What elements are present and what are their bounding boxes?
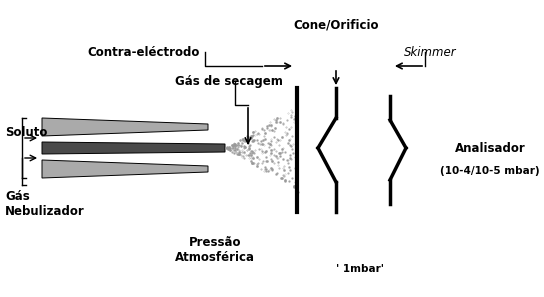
Text: Soluto: Soluto — [5, 126, 47, 138]
Polygon shape — [42, 160, 208, 178]
Text: Pressão
Atmosférica: Pressão Atmosférica — [175, 236, 255, 264]
Text: Contra-eléctrodo: Contra-eléctrodo — [88, 46, 200, 59]
Text: Analisador: Analisador — [455, 141, 526, 154]
Text: Gás
Nebulizador: Gás Nebulizador — [5, 190, 85, 218]
Text: Skimmer: Skimmer — [404, 46, 456, 59]
Text: (10-4/10-5 mbar): (10-4/10-5 mbar) — [440, 166, 540, 176]
Text: Cone/Orificio: Cone/Orificio — [293, 18, 379, 31]
Text: ' 1mbar': ' 1mbar' — [336, 264, 384, 274]
Text: Gás de secagem: Gás de secagem — [175, 75, 283, 88]
Polygon shape — [42, 118, 208, 136]
Polygon shape — [42, 142, 225, 154]
